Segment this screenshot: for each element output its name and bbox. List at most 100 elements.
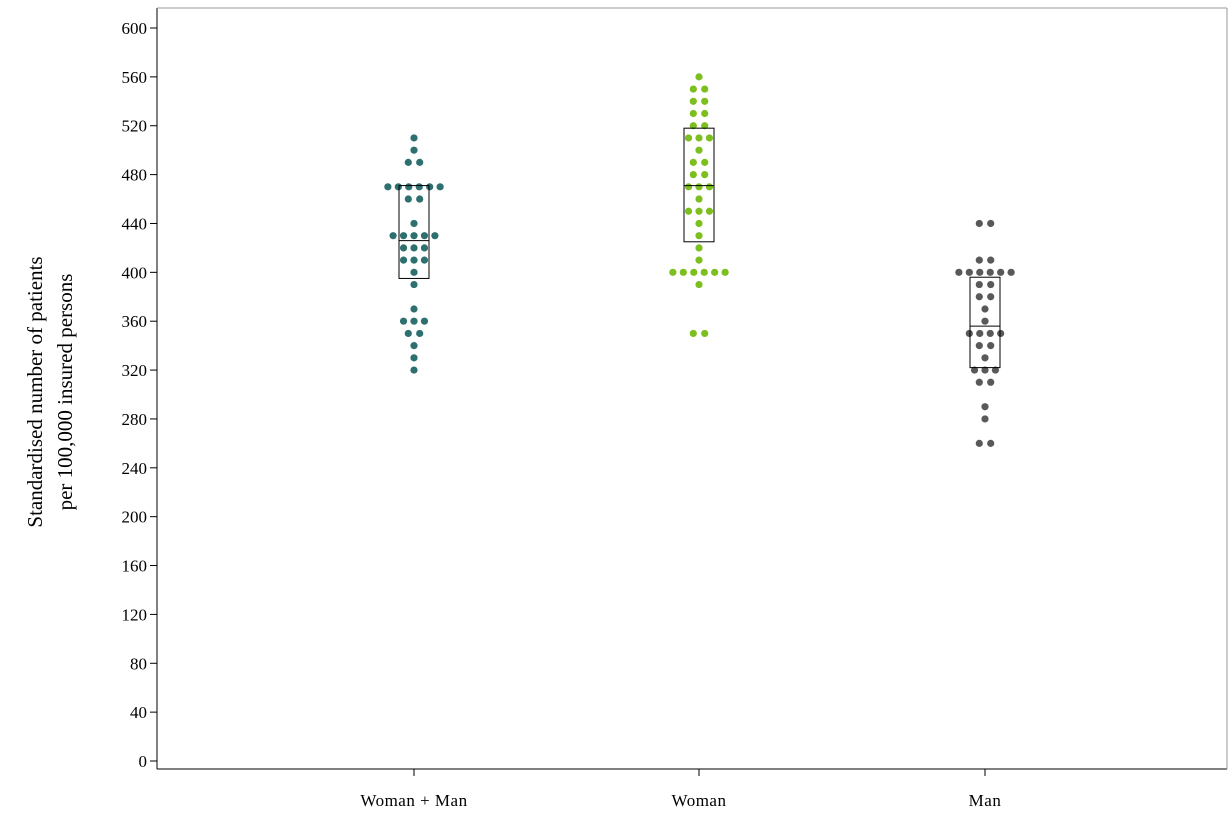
x-category-label: Woman + Man [360, 791, 467, 810]
data-point [987, 219, 995, 228]
data-point [684, 134, 693, 142]
data-point [987, 378, 995, 386]
y-tick-label: 80 [130, 654, 147, 673]
data-point [986, 268, 994, 276]
data-point [991, 366, 1000, 374]
data-point [981, 366, 989, 374]
series-group [384, 134, 444, 374]
y-tick-label: 120 [122, 605, 148, 624]
data-point [975, 439, 983, 447]
data-point [695, 256, 703, 264]
data-point [431, 232, 439, 240]
series-group [955, 219, 1015, 447]
data-point [689, 158, 697, 166]
y-tick-label: 160 [122, 557, 148, 576]
data-point [701, 329, 709, 338]
data-point [986, 329, 994, 338]
y-tick-label: 360 [122, 312, 148, 331]
data-point [416, 158, 424, 166]
data-point [689, 85, 697, 93]
data-point [970, 366, 979, 374]
y-tick-label: 40 [130, 703, 147, 722]
data-point [410, 342, 418, 350]
data-point [684, 207, 693, 215]
data-point [669, 268, 677, 276]
data-point [410, 280, 418, 289]
data-point [410, 256, 418, 264]
data-point [695, 280, 703, 289]
data-point [701, 171, 709, 179]
iqr-box [683, 127, 715, 243]
data-point [684, 183, 693, 191]
x-category-label: Woman [672, 791, 727, 810]
y-tick-label: 600 [122, 19, 148, 38]
data-point [689, 97, 697, 105]
data-point [399, 317, 408, 325]
data-point [404, 329, 412, 338]
data-point [399, 256, 408, 264]
data-point [410, 305, 418, 313]
data-point [679, 268, 687, 276]
data-point [420, 317, 429, 325]
chart-marks [384, 73, 1015, 447]
data-point [410, 146, 418, 154]
data-point [705, 207, 714, 215]
data-point [689, 122, 697, 130]
data-point [997, 329, 1005, 338]
data-point [420, 256, 429, 264]
data-point [701, 85, 709, 93]
data-point [695, 195, 703, 203]
data-point [695, 73, 703, 81]
y-axis-title-line2: per 100,000 insured persons [53, 274, 77, 511]
data-point [410, 244, 418, 252]
data-point [705, 183, 714, 191]
data-point [981, 403, 989, 411]
data-point [405, 183, 413, 191]
y-tick-label: 520 [122, 117, 148, 136]
y-tick-label: 240 [122, 459, 148, 478]
data-point [404, 195, 412, 203]
data-point [711, 268, 719, 276]
data-point [976, 268, 984, 276]
data-point [384, 183, 392, 191]
y-tick-label: 560 [122, 68, 148, 87]
data-point [721, 268, 729, 276]
y-axis-title-line1: Standardised number of patients [23, 256, 47, 527]
data-point [695, 232, 703, 240]
data-point [987, 256, 995, 264]
data-point [955, 268, 963, 276]
data-point [981, 415, 989, 423]
y-tick-label: 480 [122, 166, 148, 185]
data-point [695, 146, 703, 154]
data-point [410, 134, 418, 142]
data-point [695, 134, 703, 142]
axes [156, 7, 1228, 770]
data-point [976, 329, 984, 338]
data-point [399, 232, 408, 240]
data-point [426, 183, 434, 191]
data-point [410, 232, 418, 240]
data-point [701, 122, 709, 130]
data-point [690, 268, 698, 276]
data-point [987, 280, 995, 289]
data-point [695, 219, 703, 228]
data-point [701, 109, 709, 118]
data-point [404, 158, 412, 166]
data-point [987, 293, 995, 301]
data-point [981, 354, 989, 362]
data-point [975, 378, 983, 386]
data-point [975, 280, 983, 289]
data-point [987, 342, 995, 350]
data-point [981, 305, 989, 313]
y-tick-label: 320 [122, 361, 148, 380]
data-point [695, 183, 703, 191]
data-point [689, 171, 697, 179]
y-tick-label: 200 [122, 508, 148, 527]
iqr-box [398, 185, 430, 279]
data-point [416, 195, 424, 203]
data-point [415, 183, 423, 191]
data-point [997, 268, 1005, 276]
data-point [975, 342, 983, 350]
data-point [705, 134, 714, 142]
